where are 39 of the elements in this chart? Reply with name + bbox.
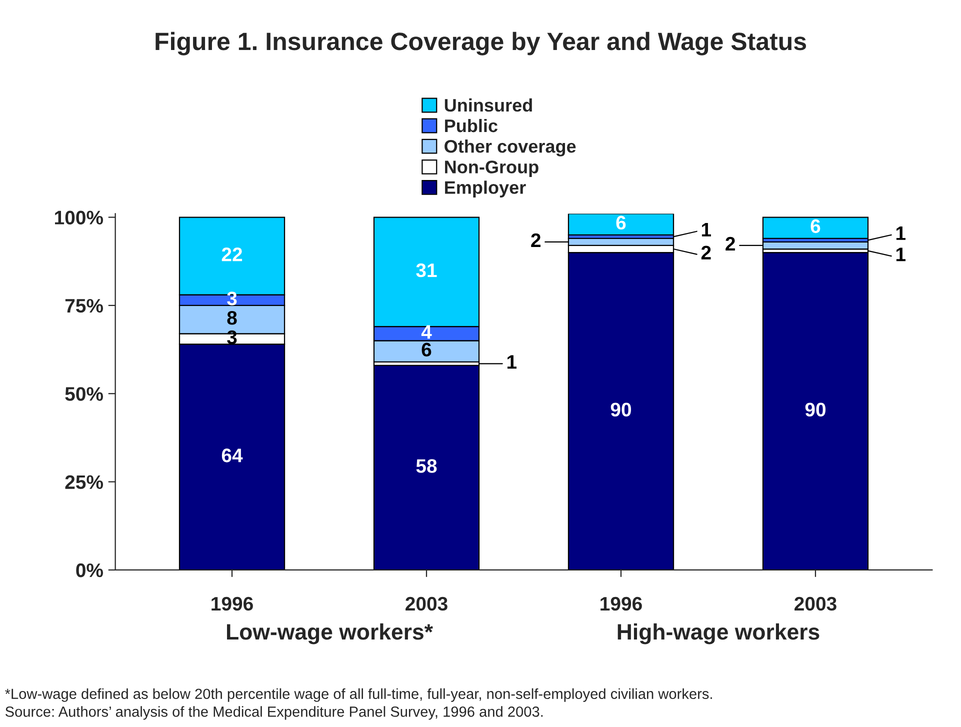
data-label: 3: [227, 292, 237, 306]
data-label: 8: [227, 311, 237, 325]
x-tick-label: 1996: [600, 596, 642, 611]
x-tick-label: 2003: [406, 596, 448, 611]
data-label: 64: [222, 448, 243, 462]
data-label: 31: [416, 263, 437, 278]
x-tick-label: 2003: [794, 596, 836, 611]
data-label: 90: [610, 402, 632, 416]
data-label: 1: [702, 223, 711, 236]
legend-label: Public: [445, 118, 498, 132]
data-label: 90: [805, 402, 826, 416]
chart-title: Figure 1. Insurance Coverage by Year and Wage Status: [156, 32, 806, 56]
y-tick-label: 25%: [65, 475, 104, 490]
data-label: 6: [422, 342, 432, 357]
text: *Low-wage defined as below 20th percentile wage of all full-time, full-year, non-self-employed civilian workers. Source: Authors’ analysis of the Medical Expenditure Panel Survey, 1996 and 2003.: [5, 688, 712, 720]
data-label: 4: [421, 325, 432, 339]
data-label: 58: [416, 459, 437, 473]
legend-label: Uninsured: [444, 98, 532, 112]
data-label: 2: [531, 233, 540, 247]
legend-label: Employer: [445, 180, 526, 198]
data-label: 3: [227, 330, 237, 344]
legend-label: Non-Group: [445, 160, 538, 177]
x-tick-label: 1996: [212, 596, 253, 611]
data-label: 6: [616, 216, 626, 230]
data-label: 2: [726, 236, 735, 251]
y-tick-label: 50%: [65, 387, 104, 401]
data-label: 6: [810, 219, 820, 234]
legend-label: Other coverage: [444, 140, 576, 156]
y-tick-label: 75%: [65, 298, 104, 313]
data-label: 1: [896, 248, 906, 262]
text: Low-wage workers*: [227, 623, 433, 644]
text: High-wage workers: [618, 623, 820, 644]
data-label: 1: [507, 355, 517, 369]
y-tick-label: 0%: [76, 563, 103, 578]
bar: [373, 364, 480, 570]
data-label: 2: [701, 246, 711, 260]
data-label: 22: [222, 248, 242, 262]
y-tick-label: 100%: [55, 210, 104, 224]
data-label: 1: [896, 226, 906, 240]
